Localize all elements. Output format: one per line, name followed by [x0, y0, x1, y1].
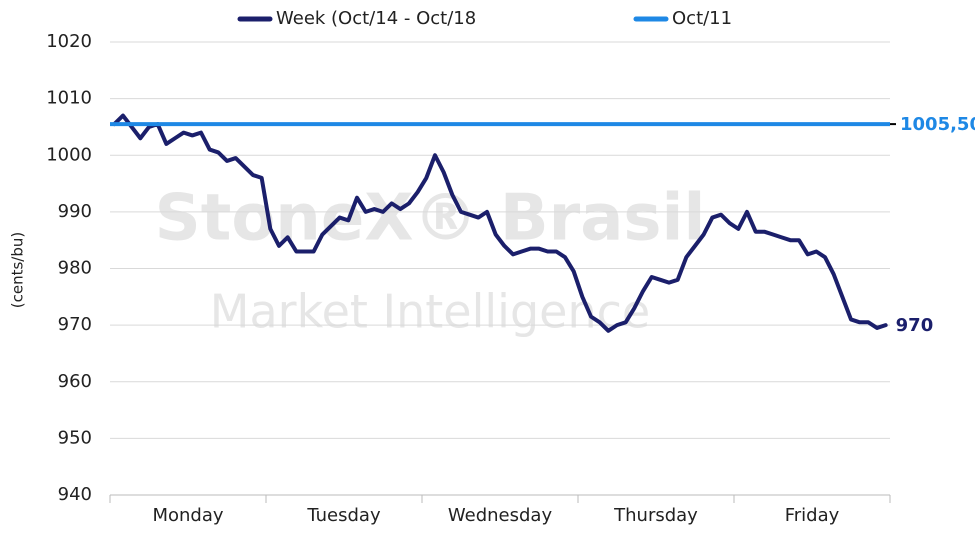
watermark: StoneX® Brasil — [155, 182, 706, 256]
watermark: Market Intelligence — [210, 285, 650, 339]
y-tick-label: 990 — [58, 201, 92, 222]
series-line — [112, 113, 888, 333]
y-tick-label: 950 — [58, 427, 92, 448]
x-tick-label: Thursday — [613, 505, 698, 526]
x-tick-label: Tuesday — [306, 505, 381, 526]
y-axis-label: (cents/bu) — [9, 232, 27, 308]
x-tick-label: Wednesday — [448, 505, 553, 526]
y-tick-label: 960 — [58, 371, 92, 392]
y-tick-label: 980 — [58, 258, 92, 279]
y-tick-label: 1010 — [46, 88, 92, 109]
y-tick-label: 1000 — [46, 144, 92, 165]
legend-label: Oct/11 — [672, 8, 732, 29]
y-tick-label: 970 — [58, 314, 92, 335]
end-label: 970 — [896, 315, 934, 336]
y-tick-label: 1020 — [46, 31, 92, 52]
y-tick-label: 940 — [58, 484, 92, 505]
legend-label: Week (Oct/14 - Oct/18 — [276, 8, 476, 29]
x-tick-label: Monday — [152, 505, 223, 526]
end-label: 1005,50 — [900, 114, 975, 135]
x-tick-label: Friday — [785, 505, 840, 526]
